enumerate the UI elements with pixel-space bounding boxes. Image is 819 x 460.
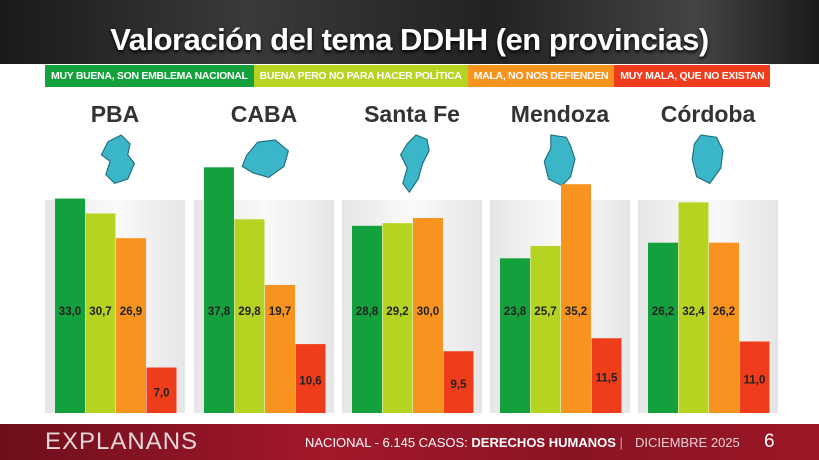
bar xyxy=(591,338,622,413)
province-map-icon xyxy=(399,134,430,194)
footer: EXPLANANS NACIONAL - 6.145 CASOS: DERECH… xyxy=(0,424,819,460)
legend-item-muy-buena: MUY BUENA, SON EMBLEMA NACIONAL xyxy=(45,65,254,87)
data-label: 23,8 xyxy=(504,306,527,318)
bar xyxy=(352,225,382,413)
legend-item-buena: BUENA PERO NO PARA HACER POLÍTICA xyxy=(253,65,468,87)
bar xyxy=(739,341,770,413)
bar xyxy=(500,258,530,413)
bar xyxy=(413,218,443,413)
data-label: 35,2 xyxy=(565,306,587,318)
data-label: 32,4 xyxy=(682,306,705,318)
data-label: 11,5 xyxy=(596,373,618,385)
bar xyxy=(382,223,413,413)
bar xyxy=(146,367,177,413)
footer-topic: DERECHOS HUMANOS xyxy=(471,435,616,450)
data-label: 28,8 xyxy=(356,306,379,318)
chart-title: Valoración del tema DDHH (en provincias) xyxy=(110,22,709,57)
data-label: 11,0 xyxy=(744,374,766,386)
data-label: 26,2 xyxy=(652,306,674,318)
bar xyxy=(678,202,709,413)
footer-date: DICIEMBRE 2025 xyxy=(635,435,740,450)
data-label: 25,7 xyxy=(534,306,556,318)
data-label: 19,7 xyxy=(269,306,291,318)
bar xyxy=(265,284,295,413)
data-label: 30,7 xyxy=(89,306,111,318)
bar xyxy=(648,242,678,413)
data-label: 33,0 xyxy=(59,306,81,318)
data-label: 26,9 xyxy=(120,306,142,318)
province-map-icon xyxy=(100,134,136,185)
bar xyxy=(709,242,739,413)
bar xyxy=(443,351,474,413)
data-label: 29,2 xyxy=(386,306,408,318)
data-label: 29,8 xyxy=(238,306,261,318)
data-label: 37,8 xyxy=(208,306,231,318)
data-label: 26,2 xyxy=(713,306,735,318)
bar xyxy=(530,245,561,413)
legend: MUY BUENA, SON EMBLEMA NACIONAL BUENA PE… xyxy=(45,65,771,87)
footer-meta: NACIONAL - 6.145 CASOS: DERECHOS HUMANOS… xyxy=(305,435,623,450)
page-number: 6 xyxy=(764,431,775,452)
data-label: 9,5 xyxy=(451,379,468,391)
category-label: Santa Fe xyxy=(364,101,460,127)
bar xyxy=(85,213,116,413)
legend-item-mala: MALA, NO NOS DEFIENDEN xyxy=(467,65,615,87)
data-label: 7,0 xyxy=(154,387,170,399)
data-label: 10,6 xyxy=(299,376,321,388)
bar xyxy=(234,219,265,413)
category-label: Mendoza xyxy=(511,101,610,127)
brand-logo: EXPLANANS xyxy=(45,428,199,455)
bar xyxy=(204,167,234,413)
bar xyxy=(55,198,85,413)
category-label: CABA xyxy=(231,101,297,127)
header-banner xyxy=(0,0,819,64)
category-label: Córdoba xyxy=(661,101,756,127)
bar-chart: PBA 33,0 30,7 26,9 7,0 CABA 37,8 29,8 19,7 10,6 Sa… xyxy=(45,101,778,413)
bar xyxy=(561,184,591,413)
bar xyxy=(116,238,146,413)
province-map-icon xyxy=(543,134,576,187)
province-map-icon xyxy=(691,134,724,185)
category-label: PBA xyxy=(91,101,140,127)
legend-item-muy-mala: MUY MALA, QUE NO EXISTAN xyxy=(614,65,771,87)
province-map-icon xyxy=(241,139,290,179)
footer-meta-prefix: NACIONAL - 6.145 CASOS: xyxy=(305,435,472,450)
data-label: 30,0 xyxy=(417,306,439,318)
bar xyxy=(295,344,326,413)
